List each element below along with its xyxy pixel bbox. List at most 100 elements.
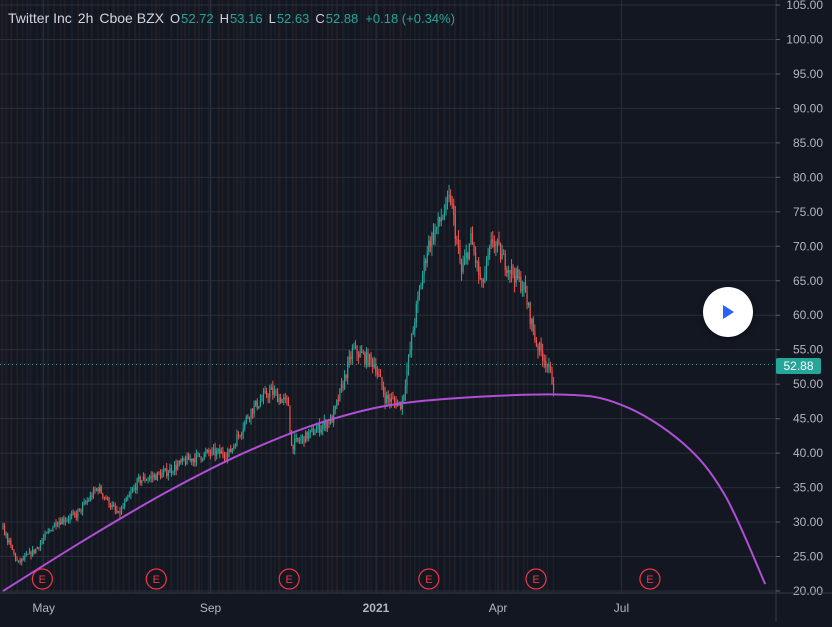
candle-body bbox=[169, 467, 171, 473]
symbol-name[interactable]: Twitter Inc bbox=[8, 10, 72, 26]
candle-body bbox=[89, 495, 91, 501]
candle-body bbox=[412, 330, 414, 335]
candle-body bbox=[510, 266, 513, 274]
candle-body bbox=[499, 243, 502, 260]
candle-body bbox=[256, 400, 258, 409]
exchange: Cboe BZX bbox=[99, 10, 164, 26]
session-stripe bbox=[482, 0, 485, 593]
candle-body bbox=[379, 374, 382, 378]
candle-body bbox=[409, 349, 411, 356]
candle-body bbox=[471, 232, 474, 245]
candle-body bbox=[262, 392, 265, 400]
candle-body bbox=[158, 472, 160, 474]
candle-body bbox=[350, 356, 352, 360]
candle-body bbox=[478, 261, 480, 275]
candle-body bbox=[513, 274, 516, 283]
open-value: 52.72 bbox=[181, 11, 214, 26]
earnings-label: E bbox=[285, 574, 292, 586]
session-stripe bbox=[533, 0, 535, 593]
candle-body bbox=[529, 303, 531, 324]
play-button[interactable] bbox=[703, 287, 753, 337]
candle-body bbox=[406, 369, 408, 387]
candle-body bbox=[81, 504, 84, 512]
candle-body bbox=[272, 387, 274, 395]
candle-body bbox=[194, 458, 196, 463]
session-stripe bbox=[232, 0, 235, 593]
candle-body bbox=[85, 502, 87, 504]
candle-body bbox=[147, 479, 149, 481]
candle-body bbox=[280, 397, 282, 403]
earnings-marker[interactable]: E bbox=[525, 568, 547, 590]
price-tick-label: 35.00 bbox=[793, 481, 823, 495]
candle-body bbox=[503, 254, 505, 256]
session-stripe bbox=[53, 0, 55, 593]
candle-body bbox=[450, 194, 452, 204]
candle-body bbox=[300, 438, 302, 441]
candle-body bbox=[365, 351, 368, 364]
session-stripe bbox=[207, 0, 211, 593]
session-stripe bbox=[399, 0, 402, 593]
candle-body bbox=[189, 458, 191, 460]
session-stripe bbox=[366, 0, 370, 593]
interval[interactable]: 2h bbox=[77, 10, 94, 26]
session-stripe bbox=[436, 0, 439, 593]
candle-body bbox=[460, 262, 463, 272]
candle-body bbox=[42, 538, 45, 541]
candle-body bbox=[309, 429, 311, 433]
candle-body bbox=[493, 242, 495, 247]
candle-body bbox=[528, 303, 530, 305]
candle-body bbox=[258, 406, 260, 409]
candle-body bbox=[44, 533, 46, 539]
session-stripe bbox=[112, 0, 115, 593]
session-stripe bbox=[82, 0, 85, 593]
earnings-marker[interactable]: E bbox=[278, 568, 300, 590]
candle-body bbox=[386, 395, 388, 403]
session-stripe bbox=[188, 0, 190, 593]
candle-body bbox=[175, 464, 177, 470]
candle-body bbox=[403, 394, 405, 401]
candle-body bbox=[39, 543, 42, 549]
earnings-marker[interactable]: E bbox=[31, 568, 53, 590]
earnings-marker[interactable]: E bbox=[639, 568, 661, 590]
session-stripe bbox=[305, 0, 307, 593]
candle-body bbox=[411, 334, 413, 350]
candle-body bbox=[136, 479, 138, 491]
earnings-marker[interactable]: E bbox=[418, 568, 440, 590]
time-axis[interactable]: May Sep 2021 Apr Jul bbox=[0, 592, 832, 615]
candle-body bbox=[183, 458, 185, 461]
candle-body bbox=[375, 364, 377, 374]
session-stripe bbox=[260, 0, 263, 593]
candle-body bbox=[270, 387, 272, 390]
session-stripe bbox=[472, 0, 475, 593]
session-stripe bbox=[97, 0, 99, 593]
candle-body bbox=[340, 384, 343, 389]
candle-body bbox=[428, 240, 430, 252]
session-stripe bbox=[409, 0, 411, 593]
candle-body bbox=[172, 472, 174, 473]
candle-body bbox=[100, 486, 102, 494]
candle-body bbox=[415, 303, 417, 323]
price-tick-label: 50.00 bbox=[793, 377, 823, 391]
price-axis[interactable]: 105.00 100.00 95.00 90.00 85.00 80.00 75.00 70.… bbox=[775, 0, 823, 622]
candle-body bbox=[453, 204, 455, 216]
candle-body bbox=[545, 360, 547, 367]
candle-body bbox=[381, 377, 383, 387]
candle-body bbox=[326, 421, 329, 429]
candle-body bbox=[217, 449, 219, 451]
candle-body bbox=[354, 346, 357, 348]
candle-body bbox=[367, 351, 369, 366]
session-stripe bbox=[353, 0, 356, 593]
session-stripe bbox=[274, 0, 276, 593]
candle-body bbox=[142, 476, 144, 481]
session-stripe bbox=[138, 0, 141, 593]
earnings-marker[interactable]: E bbox=[145, 568, 167, 590]
candle-body bbox=[431, 232, 433, 248]
candle-body bbox=[125, 498, 127, 502]
curve-line bbox=[2, 393, 767, 592]
candle-body bbox=[153, 474, 155, 478]
candle-body bbox=[457, 240, 460, 248]
candle-body bbox=[155, 474, 157, 480]
candle-body bbox=[27, 554, 29, 556]
